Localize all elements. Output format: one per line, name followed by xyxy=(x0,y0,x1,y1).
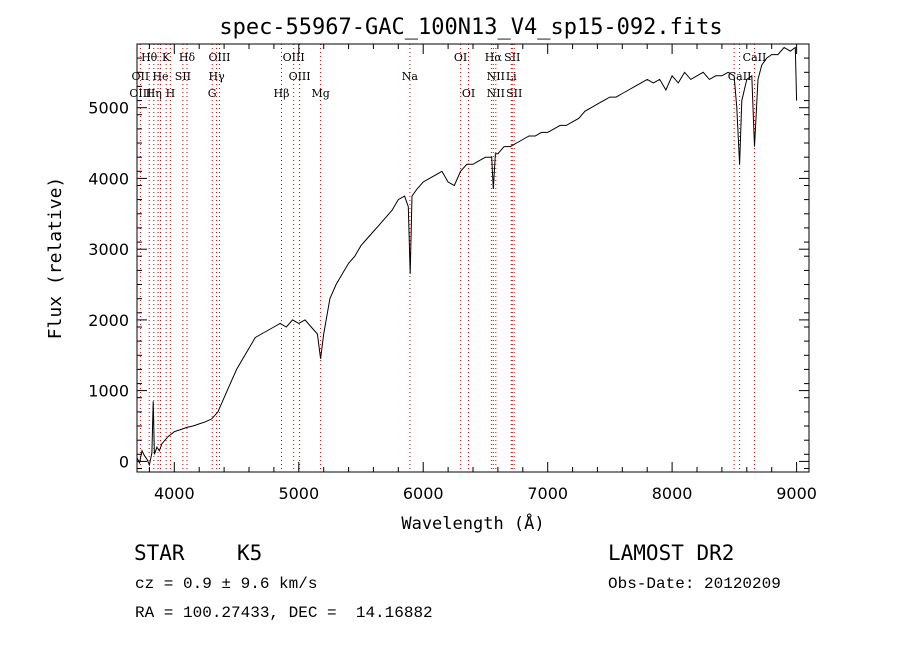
x-axis-label: Wavelength (Å) xyxy=(401,512,544,534)
x-tick-label: 4000 xyxy=(154,484,195,503)
y-tick-label: 4000 xyxy=(88,169,129,188)
line-label: Li xyxy=(506,70,517,83)
line-label: Hα xyxy=(485,51,503,64)
y-tick-label: 2000 xyxy=(88,311,129,330)
line-label: OIII xyxy=(129,87,151,100)
redshift-text: cz = 0.9 ± 9.6 km/s xyxy=(135,575,318,593)
line-label: OIII xyxy=(208,51,230,64)
object-class: STAR xyxy=(134,541,185,565)
line-label: NII xyxy=(487,87,505,100)
plot-frame xyxy=(136,43,810,473)
y-tick-label: 5000 xyxy=(88,99,129,118)
obs-date: Obs-Date: 20120209 xyxy=(608,575,781,593)
line-label: NII xyxy=(487,70,505,83)
y-tick-label: 1000 xyxy=(88,382,129,401)
line-label: SII xyxy=(506,87,522,100)
line-label: Hθ xyxy=(141,51,158,64)
coordinates: RA = 100.27433, DEC = 14.16882 xyxy=(135,604,433,622)
survey-name: LAMOST DR2 xyxy=(608,541,735,565)
line-label: K xyxy=(162,51,171,64)
line-label: H xyxy=(166,87,176,100)
line-label: Na xyxy=(402,70,419,83)
spectral-subclass: K5 xyxy=(237,541,263,565)
axes: 4000 5000 6000 7000 8000 9000 0 1000 2000 3000 400… xyxy=(88,44,817,503)
x-tick-label: 8000 xyxy=(652,484,693,503)
line-label: OIII xyxy=(283,51,305,64)
x-tick-label: 9000 xyxy=(776,484,817,503)
x-tick-label: 5000 xyxy=(278,484,319,503)
line-label: OI xyxy=(454,51,467,64)
spectrum-line xyxy=(136,46,798,467)
line-label: Mg xyxy=(311,87,329,100)
line-label: OI xyxy=(462,87,475,100)
line-label: Hδ xyxy=(179,51,196,64)
line-label: OIII xyxy=(289,70,311,83)
line-label: OII xyxy=(132,70,150,83)
y-tick-label: 3000 xyxy=(88,240,129,259)
chart-title: spec-55967-GAC_100N13_V4_sp15-092.fits xyxy=(219,15,722,40)
line-label: SII xyxy=(175,70,191,83)
x-tick-label: 7000 xyxy=(527,484,568,503)
line-label: He xyxy=(152,70,168,83)
y-axis-label: Flux (relative) xyxy=(45,177,66,340)
line-label: Hη xyxy=(146,87,162,100)
line-label: Hβ xyxy=(274,87,290,100)
line-label: SII xyxy=(504,51,520,64)
line-label: CaII xyxy=(743,51,767,64)
spectral-line-markers xyxy=(139,44,755,472)
y-tick-label: 0 xyxy=(119,452,129,471)
line-label: Hγ xyxy=(209,70,226,83)
x-tick-label: 6000 xyxy=(403,484,444,503)
line-label: CaII xyxy=(728,70,752,83)
line-label: G xyxy=(208,87,217,100)
